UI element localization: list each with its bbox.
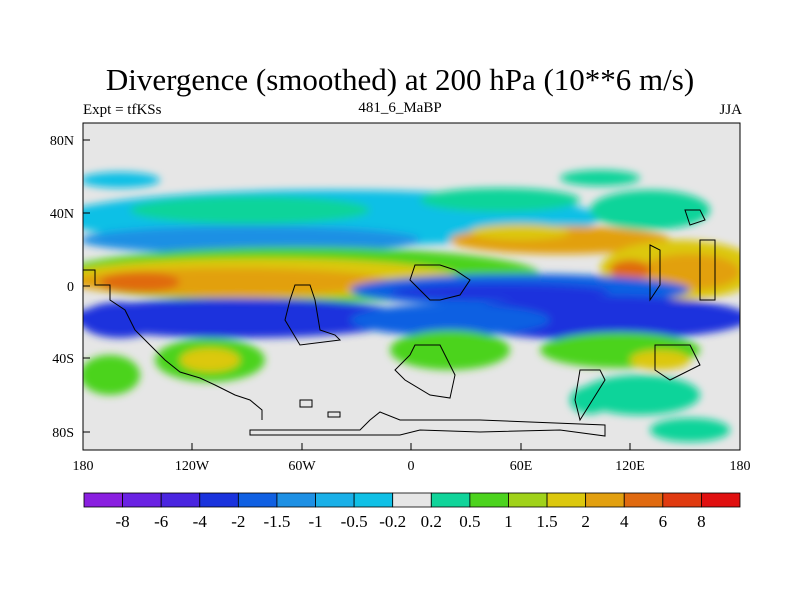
colorbar-label: 1.5	[536, 512, 557, 531]
y-tick-label: 80N	[50, 134, 74, 149]
y-axis: 80N 40N 0 40S 80S	[50, 134, 90, 441]
experiment-label: Expt = tfKSs	[83, 102, 162, 118]
colorbar-swatch	[701, 492, 741, 508]
colorbar-label: -1	[308, 512, 322, 531]
colorbar-label: 8	[697, 512, 706, 531]
colorbar-label: 4	[620, 512, 629, 531]
colorbar-swatch	[546, 492, 587, 508]
run-label: 481_6_MaBP	[358, 100, 442, 116]
colorbar-labels: -8 -6 -4 -2 -1.5 -1 -0.5 -0.2 0.2 0.5 1 1.5 2 4 6 8	[116, 512, 706, 531]
colorbar-swatch	[508, 492, 548, 508]
x-tick-label: 180	[730, 459, 751, 474]
colorbar	[83, 492, 741, 508]
colorbar-swatch	[662, 492, 702, 508]
colorbar-label: -4	[193, 512, 208, 531]
y-tick-label: 0	[67, 280, 74, 295]
colorbar-swatch	[122, 492, 162, 508]
x-tick-label: 180	[73, 459, 94, 474]
x-tick-label: 60W	[288, 459, 316, 474]
x-axis: 180 120W 60W 0 60E 120E 180	[73, 443, 751, 474]
colorbar-label: 1	[504, 512, 513, 531]
colorbar-swatch	[585, 492, 625, 508]
colorbar-swatch	[315, 492, 355, 508]
colorbar-label: 0.5	[459, 512, 480, 531]
map-title: Divergence (smoothed) at 200 hPa (10**6 …	[105, 62, 695, 97]
x-tick-label: 120W	[175, 459, 210, 474]
y-tick-label: 40N	[50, 207, 74, 222]
colorbar-swatch	[469, 492, 509, 508]
colorbar-label: -2	[231, 512, 245, 531]
x-tick-label: 120E	[615, 459, 645, 474]
colorbar-swatch	[392, 492, 432, 508]
coastline-outlines	[83, 209, 716, 437]
colorbar-swatch	[276, 492, 316, 508]
y-tick-label: 40S	[52, 352, 74, 367]
colorbar-label: 2	[581, 512, 590, 531]
colorbar-swatch	[237, 492, 278, 508]
colorbar-swatch	[353, 492, 394, 508]
colorbar-swatch	[83, 492, 123, 508]
colorbar-label: -8	[116, 512, 130, 531]
colorbar-swatch	[160, 492, 201, 508]
colorbar-label: 0.2	[421, 512, 442, 531]
x-tick-label: 0	[408, 459, 415, 474]
colorbar-label: -0.5	[341, 512, 368, 531]
colorbar-swatch	[623, 492, 664, 508]
colorbar-label: -0.2	[379, 512, 406, 531]
colorbar-label: 6	[659, 512, 668, 531]
season-label: JJA	[719, 102, 742, 118]
colorbar-label: -1.5	[263, 512, 290, 531]
map-panel	[83, 123, 740, 450]
x-tick-label: 60E	[510, 459, 533, 474]
y-tick-label: 80S	[52, 426, 74, 441]
colorbar-swatch	[199, 492, 239, 508]
colorbar-label: -6	[154, 512, 168, 531]
colorbar-swatch	[430, 492, 471, 508]
